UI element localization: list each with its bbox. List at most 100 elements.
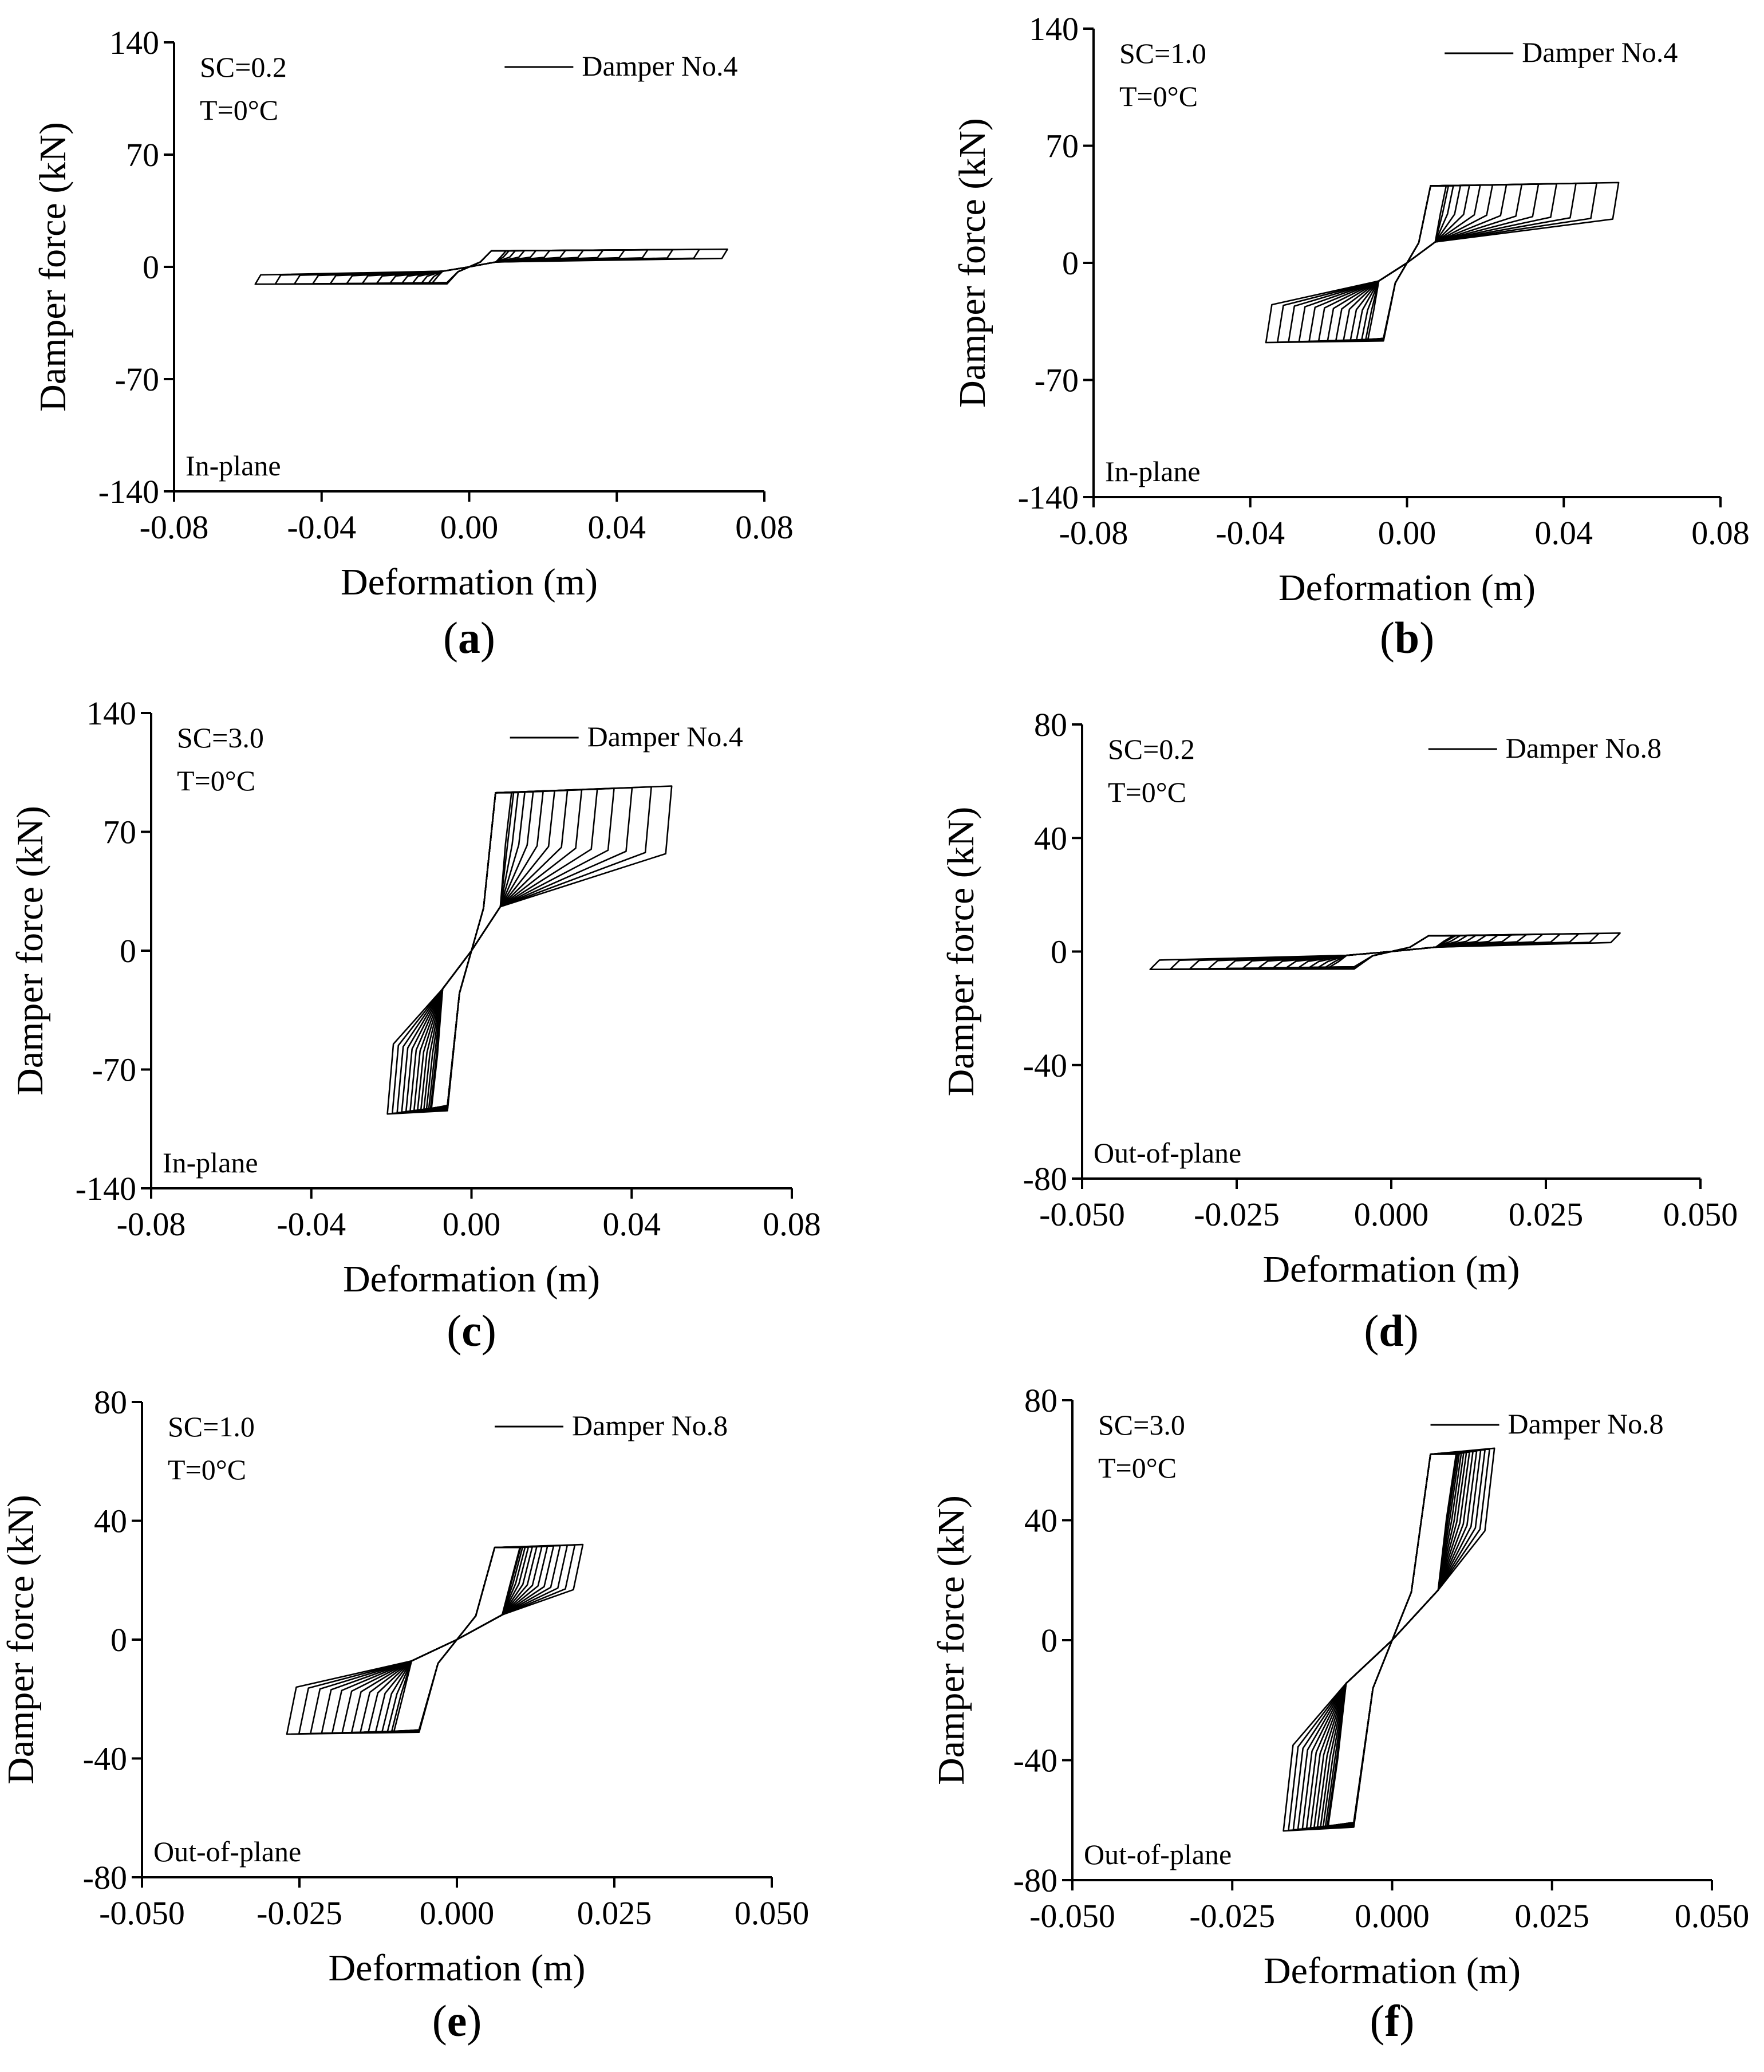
y-tick-label: 140	[1029, 10, 1079, 48]
y-tick-label: -70	[1035, 362, 1079, 399]
caption-letter: a	[458, 613, 480, 663]
caption-paren: )	[480, 613, 495, 663]
y-tick-label: 80	[94, 1384, 127, 1421]
legend-label: Damper No.8	[572, 1409, 728, 1441]
y-tick-label: -70	[115, 361, 159, 398]
y-tick-label: 140	[109, 24, 159, 61]
caption-paren: (	[1364, 1306, 1379, 1356]
caption-paren: )	[1404, 1306, 1419, 1356]
y-tick-label: 40	[94, 1503, 127, 1540]
x-tick-label: 0.025	[1509, 1196, 1584, 1233]
x-tick-label: 0.025	[1515, 1897, 1590, 1935]
temperature-label: T=0°C	[1119, 80, 1198, 112]
x-axis-label: Deformation (m)	[1262, 1248, 1520, 1290]
x-tick-label: -0.050	[1039, 1196, 1125, 1233]
series-damper-no-4	[1265, 182, 1620, 344]
y-tick-label: -40	[1023, 1047, 1067, 1084]
hysteresis-loop	[386, 785, 673, 1115]
plane-label: In-plane	[186, 450, 281, 482]
panel-c: -0.08 -0.04 0.00 0.04 0.08 140 70 0 -70 -140 Defor…	[9, 695, 821, 1356]
hysteresis-loop	[1282, 1447, 1495, 1832]
panel-caption: (a)	[443, 613, 495, 663]
temperature-label: T=0°C	[1098, 1452, 1177, 1484]
panel-caption: (f)	[1370, 1996, 1415, 2046]
series-damper-no-8	[1149, 932, 1621, 970]
y-axis-label: Damper force (kN)	[32, 122, 74, 412]
y-tick-label: 40	[1024, 1502, 1057, 1539]
legend-label: Damper No.8	[1506, 732, 1662, 764]
series-damper-no-8	[1282, 1447, 1495, 1832]
x-tick-label: -0.04	[287, 509, 356, 546]
y-tick-label: 70	[126, 136, 159, 174]
x-tick-label: 0.000	[1355, 1897, 1430, 1935]
x-tick-label: -0.08	[1059, 514, 1128, 552]
panel-e: -0.050 -0.025 0.000 0.025 0.050 80 40 0 -40 -80 De…	[0, 1384, 809, 2046]
y-axis-label: Damper force (kN)	[930, 1495, 972, 1785]
caption-letter: d	[1379, 1306, 1403, 1356]
x-tick-label: 0.00	[440, 509, 499, 546]
x-tick-label: 0.04	[603, 1206, 661, 1243]
sc-label: SC=0.2	[1108, 733, 1195, 765]
caption-paren: (	[1370, 1996, 1385, 2046]
y-tick-label: 0	[1051, 933, 1067, 971]
x-axis-label: Deformation (m)	[1278, 567, 1536, 609]
sc-label: SC=1.0	[168, 1411, 255, 1443]
y-tick-label: -40	[1013, 1742, 1057, 1779]
series-damper-no-4	[254, 248, 728, 285]
x-tick-label: 0.04	[588, 509, 646, 546]
x-tick-label: -0.025	[256, 1894, 342, 1932]
x-axis-label: Deformation (m)	[328, 1947, 585, 1989]
x-tick-label: 0.04	[1535, 514, 1593, 552]
hysteresis-loop	[420, 790, 544, 1110]
plane-label: Out-of-plane	[1084, 1838, 1232, 1870]
hysteresis-loop	[381, 1546, 526, 1733]
hysteresis-loop	[346, 249, 604, 285]
hysteresis-loop	[1308, 183, 1540, 342]
panel-b: -0.08 -0.04 0.00 0.04 0.08 140 70 0 -70 -140 Defor…	[952, 10, 1750, 663]
hysteresis-loop	[1335, 184, 1494, 341]
series-damper-no-4	[386, 785, 673, 1115]
x-tick-label: -0.025	[1189, 1897, 1275, 1935]
y-axis-label: Damper force (kN)	[940, 807, 982, 1097]
y-tick-label: 80	[1034, 706, 1067, 743]
legend-label: Damper No.4	[582, 50, 737, 82]
y-axis-label: Damper force (kN)	[0, 1495, 42, 1785]
plane-label: Out-of-plane	[1094, 1137, 1241, 1169]
x-tick-label: 0.050	[735, 1894, 810, 1932]
hysteresis-loop	[332, 1545, 555, 1734]
caption-paren: )	[467, 1996, 482, 2046]
hysteresis-loop	[294, 249, 674, 285]
x-tick-label: 0.08	[763, 1206, 821, 1243]
hysteresis-loop	[1349, 184, 1470, 341]
hysteresis-loop	[423, 791, 534, 1110]
y-tick-label: 140	[86, 695, 136, 732]
hysteresis-loop	[312, 249, 649, 285]
panel-caption: (c)	[447, 1306, 496, 1356]
hysteresis-loop	[286, 1543, 584, 1735]
sc-label: SC=3.0	[177, 722, 264, 754]
x-axis-label: Deformation (m)	[341, 561, 598, 603]
y-tick-label: 0	[1062, 245, 1079, 282]
hysteresis-loop	[396, 787, 633, 1114]
caption-paren: (	[447, 1306, 461, 1356]
y-tick-label: 0	[120, 932, 136, 970]
y-tick-label: 0	[111, 1621, 127, 1659]
panel-f: -0.050 -0.025 0.000 0.025 0.050 80 40 0 -40 -80 De…	[930, 1382, 1749, 2046]
hysteresis-loop	[1320, 1452, 1462, 1828]
x-tick-label: -0.04	[1216, 514, 1285, 552]
temperature-label: T=0°C	[168, 1453, 246, 1486]
x-axis-label: Deformation (m)	[1264, 1950, 1521, 1992]
legend-label: Damper No.8	[1508, 1408, 1664, 1440]
panel-a: -0.08 -0.04 0.00 0.04 0.08 140 70 0 -70 -140 Defor…	[32, 24, 794, 663]
hysteresis-loop	[1316, 1452, 1465, 1828]
x-tick-label: -0.050	[99, 1894, 185, 1932]
panel-caption: (e)	[432, 1996, 482, 2046]
hysteresis-loop	[254, 248, 728, 285]
y-tick-label: 70	[103, 814, 136, 851]
sc-label: SC=3.0	[1098, 1409, 1185, 1441]
temperature-label: T=0°C	[177, 765, 255, 797]
y-tick-label: -80	[83, 1859, 127, 1896]
x-tick-label: 0.00	[443, 1206, 501, 1243]
caption-paren: )	[1399, 1996, 1414, 2046]
y-axis-label: Damper force (kN)	[9, 806, 51, 1096]
